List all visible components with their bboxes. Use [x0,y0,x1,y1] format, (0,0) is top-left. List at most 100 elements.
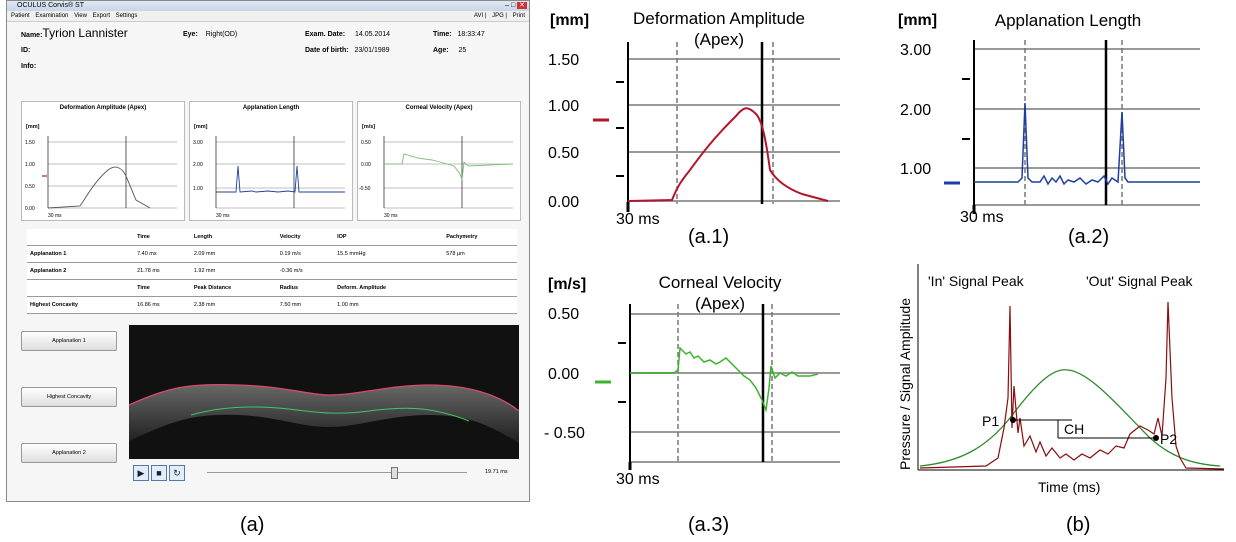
age-label: Age: [433,47,449,54]
col-iop: IOP [334,229,444,246]
mini-chart-title: Deformation Amplitude (Apex) [59,105,147,111]
mini-chart-deformation[interactable]: Deformation Amplitude (Apex) [mm] 1.50 1… [21,101,185,221]
mini-chart-title: Corneal Velocity (Apex) [405,105,473,111]
patient-name-row: Name:Tyrion Lannister [21,26,128,40]
a3-unit: [m/s] [548,276,587,293]
b-in-peak: 'In' Signal Peak [928,273,1025,289]
menu-examination[interactable]: Examination [35,13,69,19]
col-length: Length [190,229,277,246]
a3-title: Corneal Velocity (Apex) [658,273,782,313]
caption-a1: (a.1) [688,226,730,248]
stop-button[interactable]: ■ [151,465,167,481]
a1-plot: 1.50 1.00 0.50 0.00 30 ms [548,42,840,228]
info-label: Info: [21,63,37,70]
b-out-peak: 'Out' Signal Peak [1086,273,1194,289]
a2-tick-2: 1.00 [900,161,931,178]
caption-a2: (a.2) [1068,226,1110,248]
a3-xlabel: 30 ms [616,471,660,488]
col-time: Time [134,229,191,246]
dob-value: 23/01/1989 [354,47,390,54]
mini-def-tick-0: 1.50 [25,140,35,146]
mini-vel-tick-1: 0.00 [361,162,371,168]
id-label: ID: [21,47,31,54]
exam-time: 18:33:47 [457,31,485,38]
mini-applanation-plot: 3.00 2.00 1.00 30 ms [193,136,345,219]
a2-plot: 3.00 2.00 1.00 30 ms [900,40,1200,226]
caption-a3: (a.3) [688,514,730,536]
a1-tick-3: 0.00 [548,194,579,211]
mini-def-tick-2: 0.50 [25,184,35,190]
exam-date: 14.05.2014 [355,31,391,38]
mini-app-tick-1: 2.00 [193,162,203,168]
menu-patient[interactable]: Patient [11,13,30,19]
b-ylabel: Pressure / Signal Amplitude [897,298,913,470]
table-row: Applanation 1 7.40 ms 2.09 mm 0.19 m/s 1… [27,245,517,263]
caption-b: (b) [1066,514,1091,536]
a3-tick-1: 0.00 [548,366,579,383]
scheimpflug-image [129,325,519,459]
age-value: 25 [458,47,467,54]
results-table: Time Length Velocity IOP Pachymetry Appl… [27,229,517,314]
table-row: Highest Concavity 16.86 ms 2.38 mm 7.50 … [27,296,517,314]
mini-chart-unit: [mm] [26,124,40,130]
mini-chart-velocity[interactable]: Corneal Velocity (Apex) [m/s] 0.50 0.00 … [357,101,521,221]
repeat-button[interactable]: ↻ [169,465,185,481]
b-diagram: P1 P2 CH 'In' Signal Peak 'Out' Signal P… [897,264,1225,495]
menu-view[interactable]: View [74,13,87,19]
a2-title: Applanation Length [994,11,1142,30]
a2-tick-1: 2.00 [900,102,931,119]
mini-def-xlabel: 30 ms [48,213,62,219]
corvis-window: OCULUS Corvis® ST – □ ✕ Patient Examinat… [6,0,530,502]
menu-bar: Patient Examination View Export Settings… [7,11,529,22]
highest-concavity-button[interactable]: Highest Concavity [21,387,117,407]
dob-label: Date of birth: [305,47,349,54]
mini-vel-xlabel: 30 ms [384,213,398,219]
applanation2-button[interactable]: Applanation 2 [21,443,117,463]
exam-date-label: Exam. Date: [305,31,346,38]
mini-chart-applanation[interactable]: Applanation Length [mm] 3.00 2.00 1.00 3… [189,101,353,221]
b-p1: P1 [982,413,999,429]
mini-def-tick-1: 1.00 [25,162,35,168]
mini-vel-tick-2: -0.50 [359,186,371,192]
title-bar: OCULUS Corvis® ST – □ ✕ [7,1,529,11]
mini-app-xlabel: 30 ms [216,213,230,219]
window-title: OCULUS Corvis® ST [17,2,84,9]
applanation1-button[interactable]: Applanation 1 [21,331,117,351]
mini-chart-unit: [mm] [194,124,208,130]
a2-unit: [mm] [898,12,938,29]
table-header: Time Peak Distance Radius Deform. Amplit… [27,279,517,297]
menu-settings[interactable]: Settings [115,13,138,19]
a1-title: Deformation Amplitude (Apex) [633,9,805,49]
caption-a: (a) [240,514,265,536]
a2-xlabel: 30 ms [960,209,1004,226]
a1-unit: [mm] [550,12,590,29]
mini-velocity-plot: 0.50 0.00 -0.50 30 ms [359,136,514,219]
timeline-thumb[interactable] [391,467,399,479]
a1-tick-2: 0.50 [548,145,579,162]
eye-value: Right(OD) [205,31,238,38]
mini-chart-title: Applanation Length [242,105,300,111]
eye-label: Eye: [183,31,198,38]
play-button[interactable]: ▶ [133,465,149,481]
close-icon[interactable]: ✕ [517,2,527,9]
a1-xlabel: 30 ms [616,211,660,228]
window-controls[interactable]: – □ ✕ [505,2,527,9]
jpg-button[interactable]: JPG [492,13,504,19]
mini-vel-tick-0: 0.50 [361,140,371,146]
a3-plot: 0.50 0.00 - 0.50 30 ms [544,304,840,488]
a1-tick-1: 1.00 [548,98,579,115]
b-p2: P2 [1160,431,1177,447]
mini-deformation-plot: 1.50 1.00 0.50 0.00 30 ms [25,136,177,219]
avi-button[interactable]: AVI [473,13,484,19]
print-button[interactable]: Print [512,13,525,19]
timeline-slider[interactable] [207,467,467,479]
mini-def-tick-3: 0.00 [25,206,35,212]
menu-export[interactable]: Export [92,13,110,19]
mini-app-tick-0: 3.00 [193,140,203,146]
name-label: Name: [21,32,43,39]
mini-chart-unit: [m/s] [362,124,376,130]
a1-tick-0: 1.50 [548,52,579,69]
b-ch: CH [1064,421,1084,437]
col-velocity: Velocity [276,229,335,246]
b-xlabel: Time (ms) [1038,479,1100,495]
